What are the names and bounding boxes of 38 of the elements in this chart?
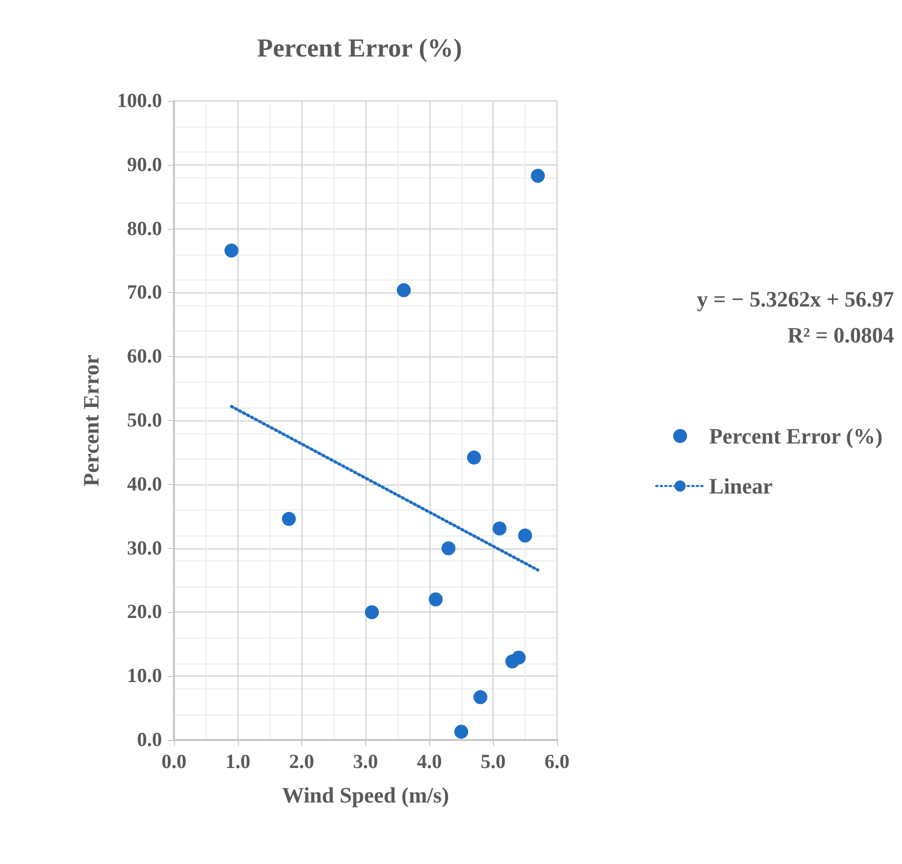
x-tick-label: 2.0 (289, 751, 314, 773)
point (442, 541, 456, 556)
point (530, 168, 545, 183)
y-tick-label: 40.0 (127, 473, 162, 496)
point (492, 521, 507, 536)
x-tick-label: 5.0 (480, 751, 506, 773)
y-axis-title: Percent Error (78, 354, 104, 486)
y-tick-label: 10.0 (127, 665, 162, 688)
chart-title: Percent Error (%) (256, 34, 462, 62)
y-tick-label: 50.0 (127, 410, 162, 432)
x-axis-title: Wind Speed (m/s) (282, 782, 450, 808)
x-tick-label: 0.0 (162, 751, 186, 773)
point (473, 690, 488, 704)
y-tick-label: 70.0 (127, 282, 162, 304)
y-tick-label: 100.0 (117, 90, 162, 112)
point (224, 244, 238, 258)
x-tick-label: 1.0 (225, 751, 250, 773)
y-tick-label: 60.0 (127, 346, 162, 368)
point (467, 450, 482, 465)
legend-label: Linear (709, 474, 773, 498)
x-tick-label: 6.0 (544, 751, 570, 773)
y-tick-label: 90.0 (127, 154, 162, 176)
y-tick-label: 30.0 (127, 537, 162, 560)
x-tick-label: 4.0 (416, 751, 442, 773)
y-tick-label: 0.0 (137, 729, 162, 751)
legend-label: Percent Error (%) (709, 424, 883, 448)
point (364, 605, 379, 620)
text: R² = 0.0804 (787, 322, 894, 348)
point (428, 592, 443, 606)
point (282, 512, 296, 526)
point (396, 283, 411, 298)
point (512, 650, 526, 665)
point (454, 724, 468, 739)
x-tick-label: 3.0 (353, 751, 378, 773)
point (518, 528, 532, 543)
y-tick-label: 20.0 (127, 601, 162, 624)
y-tick-label: 80.0 (127, 218, 162, 240)
text: y = − 5.3262x + 56.97 (696, 286, 894, 312)
